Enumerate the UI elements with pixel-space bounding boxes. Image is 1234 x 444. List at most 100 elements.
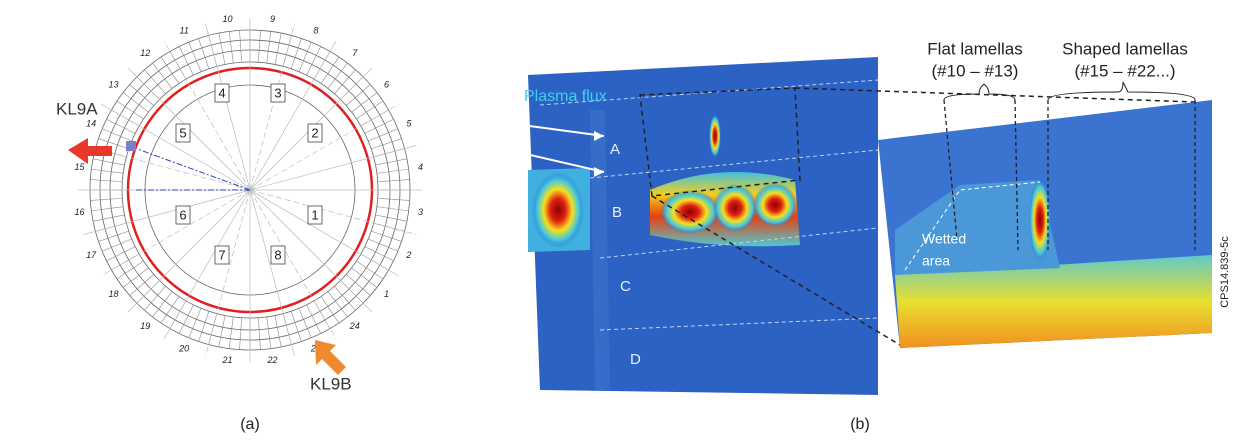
sector-label: 11 xyxy=(180,25,189,35)
caption-a: (a) xyxy=(240,416,260,433)
sector-label: 6 xyxy=(384,80,389,90)
tile-divider xyxy=(199,38,209,68)
octant-label: 4 xyxy=(218,85,225,100)
sector-line xyxy=(84,190,250,235)
tile-divider xyxy=(91,207,123,211)
tile-divider xyxy=(371,231,401,241)
tile-divider xyxy=(376,215,407,221)
sector-label: 20 xyxy=(178,343,189,353)
sector-line xyxy=(250,190,416,235)
sector-label: 8 xyxy=(313,25,318,35)
row-label: A xyxy=(610,141,620,158)
figure-id: CPS14.839-5c xyxy=(1219,236,1231,308)
tile-divider xyxy=(189,308,201,338)
sector-label: 18 xyxy=(109,289,119,299)
tile-divider xyxy=(199,311,209,341)
tile-divider xyxy=(275,316,281,347)
ir-image xyxy=(500,57,878,395)
tile-divider xyxy=(378,180,410,182)
tile-divider xyxy=(368,129,398,141)
tile-divider xyxy=(102,239,132,251)
tile-divider xyxy=(267,317,271,349)
sector-label: 5 xyxy=(406,119,412,129)
sector-label: 22 xyxy=(266,355,277,365)
flat-lamellas: (#10 – #13) xyxy=(932,61,1019,80)
tile-divider xyxy=(240,30,242,62)
tile-divider xyxy=(219,33,225,64)
tile-divider xyxy=(346,85,370,106)
ir-inset xyxy=(878,82,1212,348)
flat-lamellas: Flat lamellas xyxy=(927,39,1022,58)
probe-line xyxy=(139,150,250,190)
sector-label: 14 xyxy=(86,119,96,129)
sector-label: 9 xyxy=(270,14,275,24)
tile-divider xyxy=(130,274,154,295)
tile-divider xyxy=(291,311,301,341)
tile-divider xyxy=(299,42,311,72)
sector-label: 10 xyxy=(223,14,233,24)
probe-tile xyxy=(126,141,136,151)
tile-divider xyxy=(93,159,124,165)
arrow-kl9a xyxy=(68,138,112,164)
sector-line xyxy=(250,24,295,190)
sector-line xyxy=(205,24,250,190)
sector-label: 1 xyxy=(384,289,389,299)
tile-divider xyxy=(219,316,225,347)
sector-label: 13 xyxy=(109,80,119,90)
shaped-lamellas: Shaped lamellas xyxy=(1062,39,1188,58)
tile-divider xyxy=(378,198,410,200)
tile-divider xyxy=(258,30,260,62)
tile-divider xyxy=(90,198,122,200)
tile-divider xyxy=(346,274,370,295)
octant-label: 7 xyxy=(218,247,225,262)
octant-label: 5 xyxy=(179,125,186,140)
sector-label: 24 xyxy=(349,321,360,331)
sector-label: 19 xyxy=(140,321,150,331)
label-kl9b: KL9B xyxy=(310,374,352,393)
tile-divider xyxy=(102,129,132,141)
sector-label: 15 xyxy=(74,162,85,172)
tile-divider xyxy=(267,31,271,63)
caption-b: (b) xyxy=(850,416,870,433)
row-label: B xyxy=(612,204,622,221)
tile-divider xyxy=(368,239,398,251)
tile-divider xyxy=(240,318,242,350)
tile-divider xyxy=(189,42,201,72)
wetted-area: area xyxy=(922,253,950,269)
sector-label: 2 xyxy=(405,250,411,260)
octant-label: 3 xyxy=(274,85,281,100)
tile-divider xyxy=(275,33,281,64)
sector-label: 17 xyxy=(86,250,97,260)
tile-divider xyxy=(371,139,401,149)
octant-label: 1 xyxy=(311,207,318,222)
tile-divider xyxy=(377,207,409,211)
tile-divider xyxy=(334,70,355,94)
sector-label: 16 xyxy=(74,207,84,217)
tile-divider xyxy=(145,70,166,94)
sector-line xyxy=(250,190,295,356)
shaped-lamellas: (#15 – #22...) xyxy=(1074,61,1175,80)
tile-divider xyxy=(376,159,407,165)
tile-divider xyxy=(91,169,123,173)
tile-divider xyxy=(299,308,311,338)
octant-label: 8 xyxy=(274,247,281,262)
plasma-flux: Plasma flux xyxy=(524,88,607,105)
arrow-kl9b xyxy=(315,340,346,375)
tile-divider xyxy=(291,38,301,68)
tile-divider xyxy=(229,31,233,63)
octant-label: 2 xyxy=(311,125,318,140)
sector-label: 12 xyxy=(140,48,150,58)
tile-divider xyxy=(229,317,233,349)
label-kl9a: KL9A xyxy=(56,99,98,118)
sector-line xyxy=(205,190,250,356)
row-label: D xyxy=(630,351,641,368)
tile-divider xyxy=(130,85,154,106)
panel-a: 1234567891011121314151617181920212223241… xyxy=(74,14,423,365)
tile-divider xyxy=(93,215,124,221)
tile-divider xyxy=(334,286,355,310)
tile-divider xyxy=(98,231,128,241)
figure: 1234567891011121314151617181920212223241… xyxy=(0,0,1234,439)
octant-label: 6 xyxy=(179,207,186,222)
tile-divider xyxy=(90,180,122,182)
tile-divider xyxy=(258,318,260,350)
